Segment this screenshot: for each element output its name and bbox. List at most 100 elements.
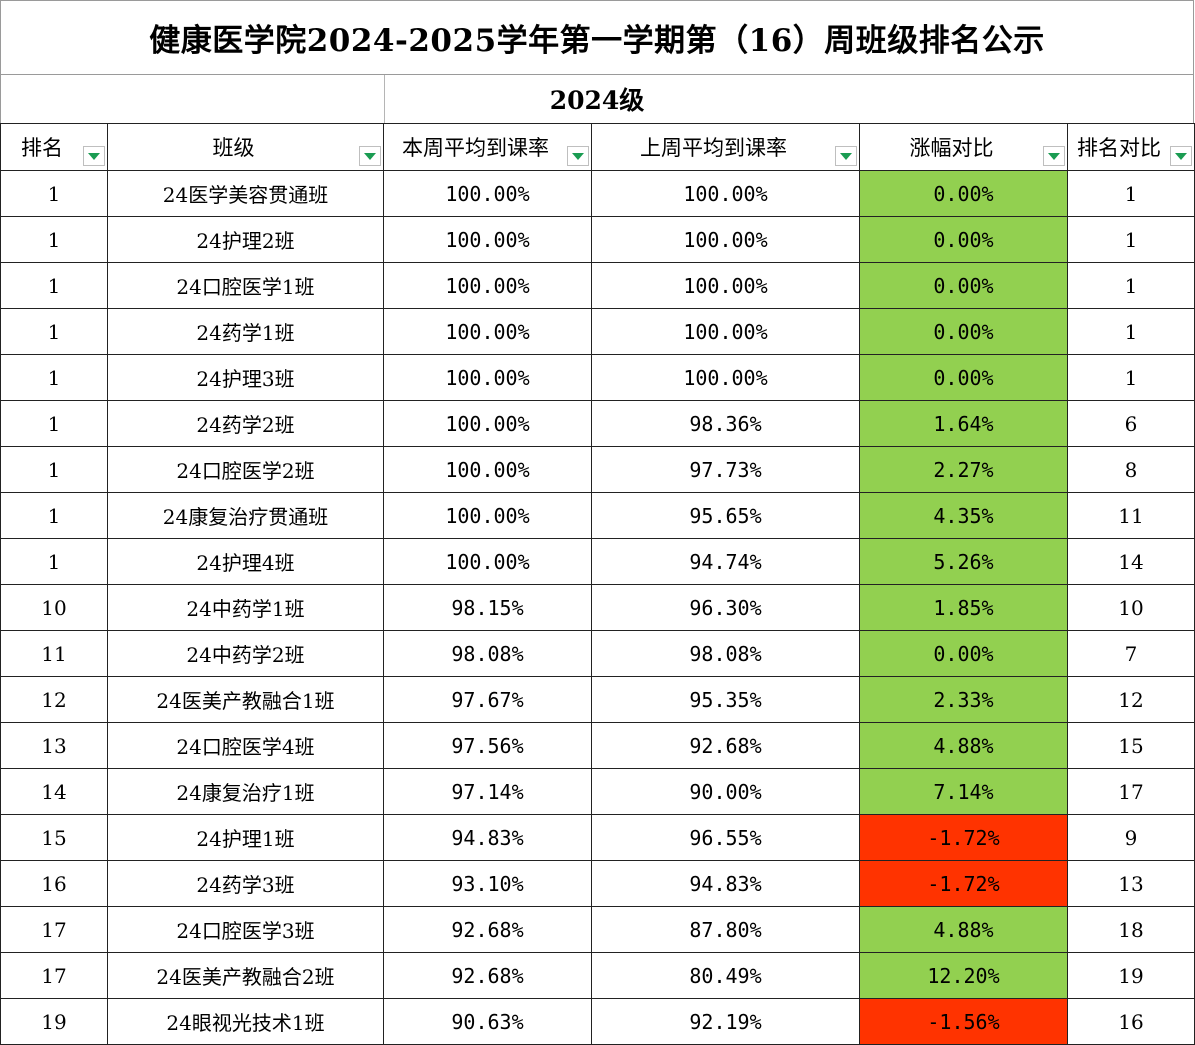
rank-compare-cell[interactable]: 6 [1067,400,1195,447]
this-week-rate-cell[interactable]: 97.14% [383,768,592,815]
change-cell[interactable]: 4.88% [859,722,1068,769]
filter-dropdown-icon[interactable] [1170,146,1192,166]
change-cell[interactable]: 2.33% [859,676,1068,723]
rank-compare-cell[interactable]: 1 [1067,216,1195,263]
this-week-rate-cell[interactable]: 98.08% [383,630,592,677]
change-cell[interactable]: 0.00% [859,216,1068,263]
last-week-rate-cell[interactable]: 100.00% [591,354,860,401]
class-name-cell[interactable]: 24中药学1班 [107,584,384,631]
last-week-rate-cell[interactable]: 92.19% [591,998,860,1045]
rank-cell[interactable]: 1 [0,446,108,493]
last-week-rate-cell[interactable]: 100.00% [591,308,860,355]
last-week-rate-cell[interactable]: 95.65% [591,492,860,539]
class-name-cell[interactable]: 24医学美容贯通班 [107,170,384,217]
last-week-rate-cell[interactable]: 100.00% [591,170,860,217]
rank-compare-cell[interactable]: 16 [1067,998,1195,1045]
rank-compare-cell[interactable]: 11 [1067,492,1195,539]
rank-cell[interactable]: 15 [0,814,108,861]
last-week-rate-cell[interactable]: 96.55% [591,814,860,861]
change-cell[interactable]: 7.14% [859,768,1068,815]
rank-compare-cell[interactable]: 1 [1067,354,1195,401]
change-cell[interactable]: 0.00% [859,262,1068,309]
change-cell[interactable]: -1.56% [859,998,1068,1045]
this-week-rate-cell[interactable]: 92.68% [383,906,592,953]
rank-compare-cell[interactable]: 12 [1067,676,1195,723]
class-name-cell[interactable]: 24医美产教融合1班 [107,676,384,723]
rank-compare-cell[interactable]: 10 [1067,584,1195,631]
last-week-rate-cell[interactable]: 94.74% [591,538,860,585]
rank-cell[interactable]: 1 [0,400,108,447]
class-name-cell[interactable]: 24康复治疗贯通班 [107,492,384,539]
rank-cell[interactable]: 1 [0,492,108,539]
class-name-cell[interactable]: 24护理2班 [107,216,384,263]
this-week-rate-cell[interactable]: 100.00% [383,170,592,217]
rank-cell[interactable]: 17 [0,952,108,999]
rank-compare-cell[interactable]: 8 [1067,446,1195,493]
change-cell[interactable]: 0.00% [859,170,1068,217]
rank-compare-cell[interactable]: 17 [1067,768,1195,815]
this-week-rate-cell[interactable]: 100.00% [383,400,592,447]
last-week-rate-cell[interactable]: 96.30% [591,584,860,631]
this-week-rate-cell[interactable]: 93.10% [383,860,592,907]
last-week-rate-cell[interactable]: 90.00% [591,768,860,815]
rank-cell[interactable]: 1 [0,538,108,585]
this-week-rate-cell[interactable]: 100.00% [383,492,592,539]
class-name-cell[interactable]: 24康复治疗1班 [107,768,384,815]
class-name-cell[interactable]: 24药学3班 [107,860,384,907]
change-cell[interactable]: 1.64% [859,400,1068,447]
class-name-cell[interactable]: 24护理4班 [107,538,384,585]
change-cell[interactable]: 5.26% [859,538,1068,585]
rank-cell[interactable]: 14 [0,768,108,815]
this-week-rate-cell[interactable]: 100.00% [383,262,592,309]
last-week-rate-cell[interactable]: 95.35% [591,676,860,723]
rank-cell[interactable]: 10 [0,584,108,631]
rank-compare-cell[interactable]: 18 [1067,906,1195,953]
class-name-cell[interactable]: 24药学2班 [107,400,384,447]
rank-compare-cell[interactable]: 9 [1067,814,1195,861]
change-cell[interactable]: 12.20% [859,952,1068,999]
rank-cell[interactable]: 1 [0,216,108,263]
filter-dropdown-icon[interactable] [1043,146,1065,166]
last-week-rate-cell[interactable]: 94.83% [591,860,860,907]
this-week-rate-cell[interactable]: 100.00% [383,446,592,493]
change-cell[interactable]: -1.72% [859,814,1068,861]
filter-dropdown-icon[interactable] [567,146,589,166]
rank-cell[interactable]: 1 [0,262,108,309]
filter-dropdown-icon[interactable] [835,146,857,166]
class-name-cell[interactable]: 24护理3班 [107,354,384,401]
rank-compare-cell[interactable]: 7 [1067,630,1195,677]
rank-cell[interactable]: 1 [0,170,108,217]
class-name-cell[interactable]: 24口腔医学1班 [107,262,384,309]
rank-cell[interactable]: 19 [0,998,108,1045]
this-week-rate-cell[interactable]: 100.00% [383,308,592,355]
class-name-cell[interactable]: 24口腔医学4班 [107,722,384,769]
class-name-cell[interactable]: 24药学1班 [107,308,384,355]
last-week-rate-cell[interactable]: 100.00% [591,262,860,309]
last-week-rate-cell[interactable]: 87.80% [591,906,860,953]
class-name-cell[interactable]: 24眼视光技术1班 [107,998,384,1045]
rank-cell[interactable]: 12 [0,676,108,723]
class-name-cell[interactable]: 24中药学2班 [107,630,384,677]
rank-cell[interactable]: 1 [0,308,108,355]
rank-cell[interactable]: 1 [0,354,108,401]
last-week-rate-cell[interactable]: 98.08% [591,630,860,677]
class-name-cell[interactable]: 24医美产教融合2班 [107,952,384,999]
rank-cell[interactable]: 11 [0,630,108,677]
rank-cell[interactable]: 17 [0,906,108,953]
change-cell[interactable]: 4.88% [859,906,1068,953]
class-name-cell[interactable]: 24口腔医学2班 [107,446,384,493]
rank-compare-cell[interactable]: 14 [1067,538,1195,585]
rank-compare-cell[interactable]: 15 [1067,722,1195,769]
change-cell[interactable]: 0.00% [859,630,1068,677]
change-cell[interactable]: 0.00% [859,354,1068,401]
rank-compare-cell[interactable]: 19 [1067,952,1195,999]
this-week-rate-cell[interactable]: 98.15% [383,584,592,631]
change-cell[interactable]: 4.35% [859,492,1068,539]
rank-compare-cell[interactable]: 1 [1067,262,1195,309]
this-week-rate-cell[interactable]: 100.00% [383,354,592,401]
last-week-rate-cell[interactable]: 92.68% [591,722,860,769]
this-week-rate-cell[interactable]: 90.63% [383,998,592,1045]
this-week-rate-cell[interactable]: 94.83% [383,814,592,861]
rank-cell[interactable]: 16 [0,860,108,907]
rank-compare-cell[interactable]: 1 [1067,170,1195,217]
